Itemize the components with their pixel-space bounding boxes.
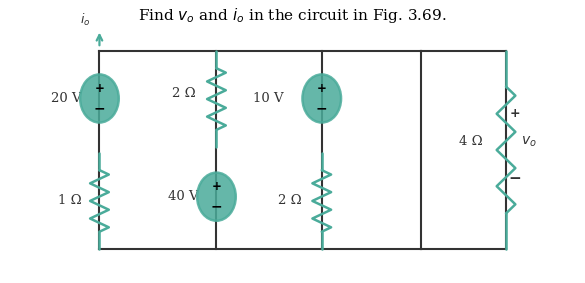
Text: 1 Ω: 1 Ω (58, 194, 82, 207)
Text: 40 V: 40 V (168, 190, 199, 203)
Text: 2 Ω: 2 Ω (278, 194, 301, 207)
Text: +: + (317, 82, 326, 95)
Text: 10 V: 10 V (253, 92, 284, 105)
Text: 2 Ω: 2 Ω (173, 87, 196, 100)
Text: +: + (510, 107, 520, 120)
Text: 20 V: 20 V (51, 92, 82, 105)
Text: −: − (508, 171, 521, 186)
Text: 4 Ω: 4 Ω (459, 135, 483, 148)
Text: +: + (212, 180, 221, 193)
Ellipse shape (197, 173, 236, 221)
Text: $i_o$: $i_o$ (80, 12, 90, 28)
Text: Find $v_o$ and $i_o$ in the circuit in Fig. 3.69.: Find $v_o$ and $i_o$ in the circuit in F… (138, 6, 447, 25)
Text: +: + (95, 82, 104, 95)
Ellipse shape (302, 74, 341, 123)
Ellipse shape (80, 74, 119, 123)
Text: $v_o$: $v_o$ (521, 134, 536, 149)
Text: −: − (211, 199, 222, 213)
Text: −: − (94, 101, 105, 115)
Text: −: − (316, 101, 328, 115)
